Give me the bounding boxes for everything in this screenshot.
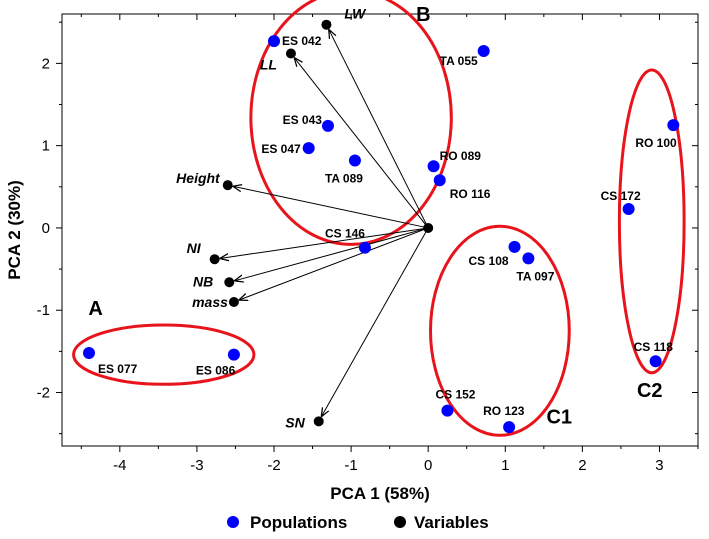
population-label: TA 097 [516,269,554,283]
y-tick-label: -1 [37,302,50,319]
population-point [622,203,635,216]
variable-point [209,254,220,265]
legend-populations-label: Populations [250,513,347,532]
group-ellipses: A B C1 C2 [72,0,686,437]
population-label: CS 108 [469,254,509,268]
group-label-a: A [88,298,102,320]
population-point [302,142,315,155]
variable-arrows [221,30,429,416]
variable-arrow [329,30,429,229]
variable-arrow [221,227,429,258]
group-label-c1: C1 [546,406,572,428]
variable-label: NI [187,240,202,256]
y-axis: -2 -1 0 1 2 [37,21,698,435]
legend-variables-marker [394,516,406,528]
population-label: TA 055 [440,54,478,68]
x-axis-title: PCA 1 (58%) [330,484,430,503]
x-tick-label: 0 [424,457,432,474]
group-ellipse-a [72,323,256,386]
y-tick-label: 0 [42,220,50,237]
x-tick-label: 2 [578,457,586,474]
x-tick-label: 3 [655,457,663,474]
population-label: ES 043 [283,113,323,127]
legend-variables-label: Variables [414,513,489,532]
population-label: CS 172 [601,189,641,203]
variable-label: LW [344,6,367,22]
variable-point [222,180,233,191]
population-label: ES 086 [196,364,236,378]
group-ellipse-b [249,0,453,246]
population-point [427,160,440,173]
population-point [667,119,680,132]
population-label: RO 089 [440,149,482,163]
variable-arrow [235,227,429,281]
x-tick-label: 1 [501,457,509,474]
variable-point [228,297,239,307]
variable-arrow [234,186,429,229]
population-point [82,347,95,360]
data-points: ES 042 TA 055 ES 043 ES 047 TA 089 RO 089 RO 1… [82,6,680,434]
x-tick-label: -4 [113,457,126,474]
y-tick-label: 1 [42,138,50,155]
population-label: CS 118 [634,340,674,354]
population-label: RO 116 [450,187,491,201]
group-label-b: B [416,4,430,26]
population-label: CS 152 [435,388,475,402]
variable-arrow [295,58,429,229]
population-point [522,252,535,265]
population-label: RO 100 [635,136,677,150]
y-axis-title: PCA 2 (30%) [5,180,24,280]
population-point [477,45,490,58]
variable-point [321,19,332,30]
x-tick-label: -3 [190,457,203,474]
population-point [348,154,361,167]
origin-point [423,222,434,233]
y-tick-label: -2 [37,385,50,402]
legend: Populations Variables [227,513,489,532]
variable-point [285,48,296,59]
variable-arrow [240,227,429,300]
x-tick-label: -2 [267,457,280,474]
group-ellipse-c1 [428,224,571,437]
group-label-c2: C2 [637,380,663,402]
legend-populations-marker [227,516,239,528]
population-label: TA 089 [325,171,363,185]
population-point [441,404,454,417]
variable-label: mass [192,294,228,310]
variable-arrow [322,227,429,416]
variable-point [224,277,235,288]
x-axis: -4 -3 -2 -1 0 1 2 3 [80,14,699,474]
population-label: ES 077 [98,362,138,376]
variable-label: Height [176,170,221,186]
variable-label: NB [193,273,213,289]
variable-label: LL [260,56,277,72]
x-tick-label: -1 [344,457,357,474]
population-point [503,421,516,434]
population-point [268,35,280,48]
population-point [358,241,371,254]
population-label: RO 123 [483,404,525,418]
population-point [433,174,446,187]
population-point [649,355,662,368]
population-label: ES 042 [282,34,322,48]
population-label: ES 047 [261,142,301,156]
population-point [508,240,521,253]
plot-area [61,13,699,447]
population-label: CS 146 [325,227,365,241]
population-point [321,119,334,132]
y-tick-label: 2 [42,55,50,72]
variable-point [313,416,324,427]
variable-label: SN [285,414,305,430]
group-ellipse-c2 [617,68,686,375]
population-point [227,348,240,361]
